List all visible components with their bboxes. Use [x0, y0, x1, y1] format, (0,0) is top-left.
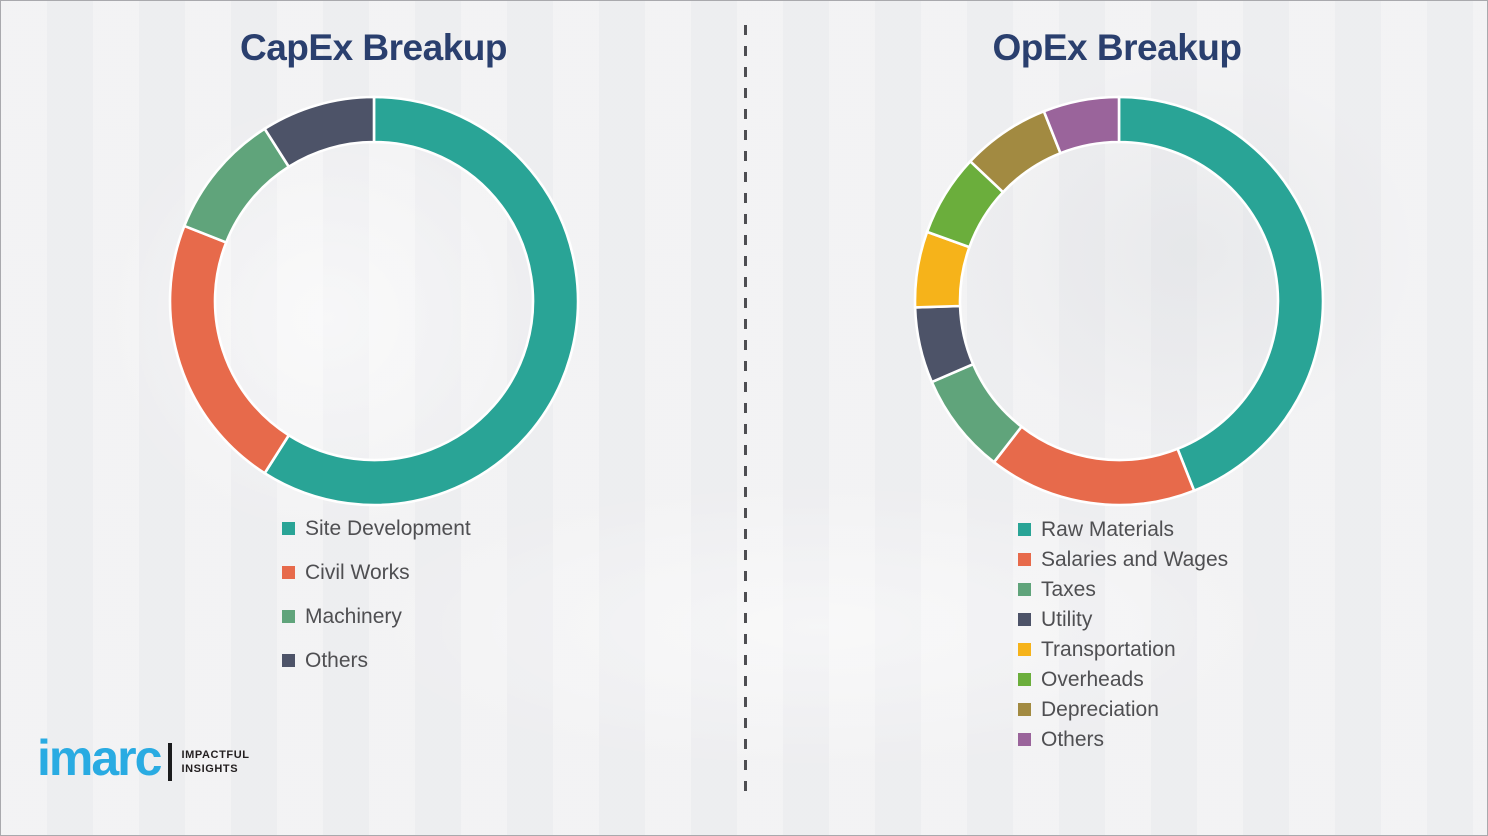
legend-item-raw-materials: Raw Materials [1018, 517, 1228, 541]
legend-swatch [282, 653, 295, 667]
opex-donut-chart [913, 95, 1325, 507]
donut-segment-site-development [262, 95, 580, 507]
legend-label: Utility [1041, 607, 1093, 631]
donut-segment-civil-works [168, 224, 291, 476]
legend-item-site-development: Site Development [282, 516, 471, 540]
legend-item-depreciation: Depreciation [1018, 697, 1228, 721]
legend-swatch [1018, 552, 1031, 566]
legend-swatch [282, 609, 295, 623]
imarc-wordmark: imarc [37, 730, 162, 786]
logo-tagline-line2: INSIGHTS [181, 763, 239, 775]
donut-segment-others [1042, 95, 1121, 155]
divider-dashed-line [744, 25, 747, 793]
legend-label: Salaries and Wages [1041, 547, 1229, 571]
opex-legend: Raw Materials Salaries and Wages Taxes Util… [1018, 517, 1228, 751]
donut-segment-raw-materials [1117, 95, 1325, 493]
legend-swatch [1018, 522, 1031, 536]
legend-swatch [1018, 612, 1031, 626]
capex-panel: CapEx Breakup Site Development Civil Work… [1, 1, 746, 835]
legend-label: Machinery [305, 604, 402, 628]
legend-label: Taxes [1041, 577, 1096, 601]
donut-segment-machinery [182, 126, 291, 245]
legend-label: Others [305, 648, 369, 672]
legend-label: Others [1041, 727, 1105, 751]
legend-label: Civil Works [305, 560, 410, 584]
legend-item-taxes: Taxes [1018, 577, 1228, 601]
logo-divider-bar [168, 743, 173, 781]
legend-label: Depreciation [1041, 697, 1159, 721]
opex-panel: OpEx Breakup Raw Materials Salaries and W… [746, 1, 1487, 835]
donut-segment-salaries-and-wages [992, 424, 1196, 507]
legend-swatch [1018, 732, 1031, 746]
legend-swatch [282, 521, 295, 535]
legend-item-civil-works: Civil Works [282, 560, 471, 584]
legend-swatch [1018, 582, 1031, 596]
legend-swatch [1018, 672, 1031, 686]
legend-label: Site Development [305, 516, 471, 540]
legend-label: Transportation [1041, 637, 1176, 661]
donut-segment-others [262, 95, 376, 169]
legend-item-salaries-and-wages: Salaries and Wages [1018, 547, 1228, 571]
legend-swatch [282, 565, 295, 579]
legend-item-overheads: Overheads [1018, 667, 1228, 691]
legend-swatch [1018, 702, 1031, 716]
legend-swatch [1018, 642, 1031, 656]
capex-donut-chart [168, 95, 580, 507]
legend-item-machinery: Machinery [282, 604, 471, 628]
logo-tagline-line1: IMPACTFUL [181, 748, 250, 761]
legend-item-others: Others [1018, 727, 1228, 751]
legend-label: Raw Materials [1041, 517, 1175, 541]
legend-item-utility: Utility [1018, 607, 1228, 631]
legend-item-others: Others [282, 648, 471, 672]
imarc-logo: imarc IMPACTFUL INSIGHTS [37, 733, 250, 787]
legend-item-transportation: Transportation [1018, 637, 1228, 661]
opex-title: OpEx Breakup [992, 27, 1242, 68]
logo-tagline: IMPACTFUL INSIGHTS [181, 748, 249, 777]
capex-legend: Site Development Civil Works Machinery Othe… [282, 516, 471, 672]
legend-label: Overheads [1041, 667, 1144, 691]
capex-title: CapEx Breakup [240, 27, 508, 68]
